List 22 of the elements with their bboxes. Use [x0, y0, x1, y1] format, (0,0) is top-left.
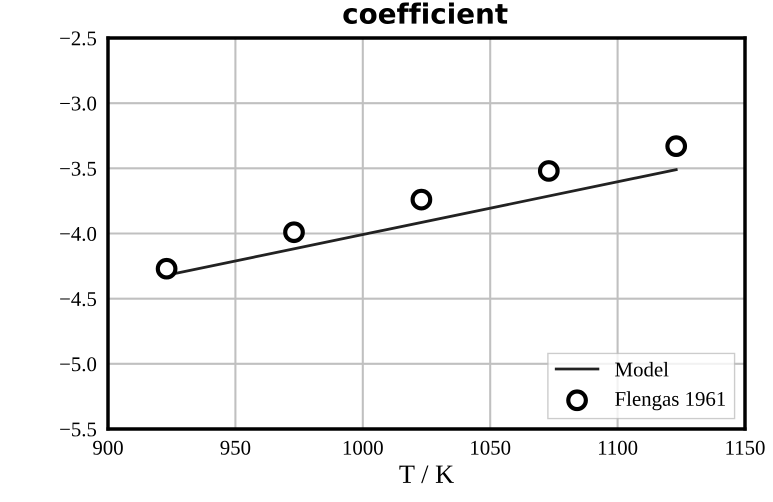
legend-label: Model [615, 362, 669, 377]
x-tick-label: 1000 [344, 440, 383, 455]
chart-title: coefficient [343, 2, 508, 24]
x-axis-title: T / K [399, 465, 454, 484]
point [665, 135, 688, 158]
y-tick-label: −5.5 [60, 422, 96, 437]
x-tick-label: 1150 [726, 440, 765, 455]
x-tick-label: 950 [220, 440, 250, 455]
point [156, 258, 178, 280]
y-tick-label: −3.0 [60, 96, 96, 111]
point [410, 188, 432, 210]
legend-label: Flengas 1961 [615, 391, 725, 410]
y-tick-label: −3.5 [60, 162, 96, 176]
point [538, 160, 560, 182]
point [283, 221, 305, 244]
x-tick-label: 1100 [598, 440, 638, 455]
y-tick-label: −4.0 [60, 226, 96, 242]
x-tick-label: 1050 [471, 440, 510, 455]
x-tick-label: 900 [93, 440, 123, 455]
y-tick-label: −5.0 [60, 357, 96, 372]
y-tick-label: −2.5 [60, 31, 96, 46]
y-tick-label: −4.5 [60, 292, 96, 306]
